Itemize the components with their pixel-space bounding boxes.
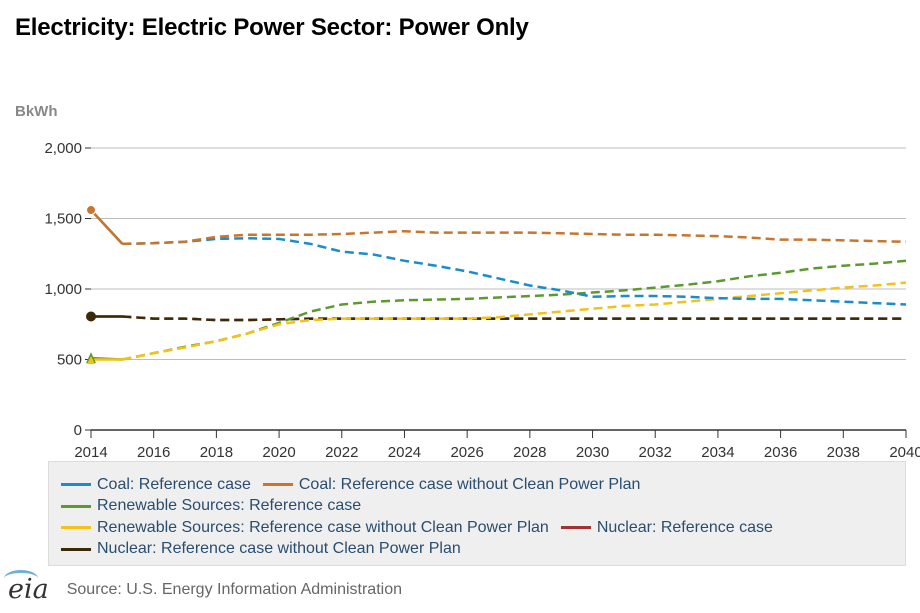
eia-logo[interactable]: eia: [4, 570, 49, 605]
chart-legend: Coal: Reference case Coal: Reference cas…: [48, 461, 906, 566]
y-tick-label: 0: [74, 422, 82, 439]
legend-label: Renewable Sources: Reference case withou…: [97, 518, 549, 536]
legend-swatch: [61, 547, 91, 551]
y-axis-unit-label: BkWh: [15, 103, 58, 120]
legend-swatch: [560, 526, 591, 530]
x-tick-label: 2028: [513, 444, 546, 460]
x-tick-label: 2026: [450, 444, 483, 460]
legend-swatch: [61, 483, 91, 487]
y-tick-label: 500: [57, 352, 82, 369]
x-tick-label: 2016: [137, 444, 170, 460]
x-tick-label: 2022: [325, 444, 358, 460]
x-tick-label: 2020: [262, 444, 295, 460]
grid-lines: [91, 147, 906, 360]
legend-item-coal-ref[interactable]: Coal: Reference case: [61, 476, 251, 494]
series-marker[interactable]: [87, 356, 95, 365]
legend-item-coal-nocpp[interactable]: Coal: Reference case without Clean Power…: [262, 475, 641, 494]
legend-label: Coal: Reference case: [97, 475, 251, 493]
y-tick-label: 1,000: [44, 281, 82, 298]
line-chart: 0 500 1,000 1,500 2,000 2014 2016 2018 2020 2022 2…: [44, 140, 920, 460]
y-tick-label: 2,000: [44, 140, 82, 157]
legend-label: Nuclear: Reference case without Clean Po…: [97, 540, 461, 558]
x-tick-label: 2034: [701, 444, 734, 460]
legend-item-nuclear-nocpp[interactable]: Nuclear: Reference case without Clean Po…: [61, 540, 461, 558]
chart-title: Electricity: Electric Power Sector: Powe…: [15, 14, 529, 41]
legend-item-renew-nocpp[interactable]: Renewable Sources: Reference case withou…: [61, 519, 549, 537]
series-marker[interactable]: [86, 311, 96, 322]
source-note: Source: U.S. Energy Information Administ…: [66, 580, 402, 598]
legend-label: Nuclear: Reference case: [596, 518, 773, 536]
x-tick-label: 2032: [639, 444, 672, 460]
series-line[interactable]: [122, 281, 907, 361]
series-line[interactable]: [122, 315, 906, 322]
axes: [85, 147, 907, 438]
x-tick-label: 2040: [889, 444, 920, 460]
tick-labels: 0 500 1,000 1,500 2,000 2014 2016 2018 2020 2022 2…: [44, 140, 920, 460]
legend-swatch: [61, 526, 91, 530]
legend-swatch: [61, 504, 91, 508]
x-tick-label: 2018: [200, 444, 233, 460]
y-tick-label: 1,500: [44, 211, 82, 228]
x-tick-label: 2014: [74, 444, 107, 460]
legend-label: Coal: Reference case without Clean Power…: [298, 475, 641, 493]
x-tick-label: 2030: [576, 444, 609, 460]
legend-swatch: [262, 483, 293, 487]
legend-item-renew-ref[interactable]: Renewable Sources: Reference case: [61, 497, 361, 515]
series-marker[interactable]: [86, 205, 96, 216]
series-line-history: [90, 209, 124, 245]
x-tick-label: 2038: [827, 444, 860, 460]
legend-label: Renewable Sources: Reference case: [97, 497, 362, 515]
footer: eia Source: U.S. Energy Information Admi…: [4, 570, 402, 605]
logo-arc-icon: [4, 570, 38, 587]
series-line[interactable]: [122, 259, 907, 361]
series-lines: [86, 205, 907, 365]
x-tick-label: 2036: [764, 444, 797, 460]
series-line[interactable]: [122, 229, 907, 246]
legend-item-nuclear-ref[interactable]: Nuclear: Reference case: [560, 518, 773, 537]
x-tick-label: 2024: [388, 444, 421, 460]
series-line[interactable]: [122, 236, 907, 306]
